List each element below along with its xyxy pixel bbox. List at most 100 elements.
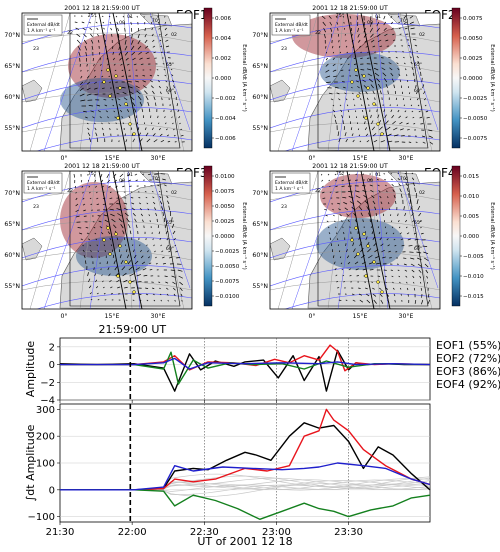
longitude-label: 0° bbox=[308, 154, 315, 162]
magnetic-grid-label: 60° bbox=[414, 88, 422, 94]
colorbar-label: External dB/dt (A km⁻¹ s⁻¹) bbox=[489, 202, 495, 270]
legend-label: External dB/dt bbox=[27, 180, 60, 186]
magnetic-grid-label: 65° bbox=[414, 220, 422, 226]
vector-legend-box bbox=[23, 172, 63, 194]
magnetic-grid-label: 02 bbox=[171, 190, 177, 196]
x-tick-label: 22:00 bbox=[118, 527, 147, 538]
longitude-label: 30°E bbox=[399, 312, 414, 320]
station-marker bbox=[364, 274, 368, 278]
domain-outline bbox=[69, 171, 181, 307]
x-tick-label: 22:30 bbox=[190, 527, 219, 538]
station-marker bbox=[372, 260, 376, 264]
colorbar-tick-label: −0.0075 bbox=[463, 136, 488, 142]
magnetic-latitude-line bbox=[284, 293, 440, 309]
colorbar-tick-label: 0.0025 bbox=[463, 56, 483, 62]
magnetic-grid-label: 01 bbox=[127, 172, 133, 178]
vector-legend-box bbox=[271, 14, 311, 36]
y-tick-label: 200 bbox=[36, 432, 55, 443]
colorbar-tick-label: 0.010 bbox=[463, 194, 479, 200]
station-marker bbox=[106, 68, 110, 72]
station-marker bbox=[114, 74, 118, 78]
magnetic-grid-label: 22 bbox=[315, 188, 321, 194]
legend-entry-4: EOF4 (92%) bbox=[436, 378, 500, 391]
station-marker bbox=[114, 232, 118, 236]
land-mass bbox=[270, 79, 291, 103]
longitude-line bbox=[151, 171, 185, 309]
longitude-line bbox=[371, 171, 381, 309]
magnetic-meridian-line bbox=[127, 13, 141, 151]
positive-region bbox=[60, 182, 128, 258]
magnetic-grid-label: 00 bbox=[367, 178, 373, 184]
latitude-label: 60°N bbox=[4, 93, 20, 101]
y-tick-label: 0 bbox=[49, 485, 55, 496]
magnetic-meridian-line bbox=[149, 13, 191, 131]
colorbar-tick-label: 0.000 bbox=[463, 234, 479, 240]
land-mass bbox=[22, 79, 43, 103]
latitude-label: 70°N bbox=[4, 31, 20, 39]
vector-field bbox=[321, 15, 434, 145]
magnetic-grid-label: 65° bbox=[414, 62, 422, 68]
magnetic-meridian-line bbox=[337, 171, 359, 309]
series-line-eof3 bbox=[60, 489, 431, 520]
station-marker bbox=[362, 74, 366, 78]
colorbar-label: External dB/dt (A km⁻¹ s⁻¹) bbox=[489, 44, 495, 112]
legend-entry-2: EOF2 (72%) bbox=[436, 352, 500, 365]
station-marker bbox=[380, 132, 384, 136]
magnetic-grid-label: 22 bbox=[67, 30, 73, 36]
profile-line bbox=[360, 13, 391, 151]
colorbar-tick-label: 0.0100 bbox=[215, 174, 235, 180]
magnetic-grid-label: 22 bbox=[315, 30, 321, 36]
y-tick-label: 100 bbox=[36, 459, 55, 470]
land-mass bbox=[270, 237, 291, 261]
longitude-label: 30°E bbox=[151, 312, 166, 320]
station-marker bbox=[376, 122, 380, 126]
longitude-label: 15°E bbox=[353, 154, 368, 162]
station-marker bbox=[350, 80, 354, 84]
station-marker bbox=[102, 80, 106, 84]
magnetic-grid-label: 00 bbox=[367, 20, 373, 26]
magnetic-grid-label: 23 bbox=[281, 204, 287, 210]
magnetic-latitude-line bbox=[270, 181, 440, 203]
latitude-label: 55°N bbox=[4, 124, 20, 132]
colorbar-tick-label: 0.002 bbox=[215, 56, 231, 62]
x-tick-label: 21:30 bbox=[46, 527, 75, 538]
map-frame bbox=[269, 170, 441, 310]
latitude-line bbox=[270, 122, 440, 133]
station-marker bbox=[364, 116, 368, 120]
station-marker bbox=[354, 226, 358, 230]
magnetic-latitude-line bbox=[22, 79, 192, 101]
colorbar-tick-label: −0.015 bbox=[463, 294, 484, 300]
y-axis-label: ∫dt Amplitude bbox=[24, 424, 37, 501]
magnetic-grid-label: 01 bbox=[375, 14, 381, 20]
magnetic-grid-label: 60° bbox=[414, 246, 422, 252]
colorbar-tick-label: 0.0025 bbox=[215, 219, 235, 225]
magnetic-grid-label: 60° bbox=[166, 88, 174, 94]
colorbar-tick-label: −0.010 bbox=[463, 274, 484, 280]
magnetic-grid-label: 70° bbox=[400, 176, 408, 182]
colorbar-tick-label: −0.002 bbox=[215, 96, 236, 102]
latitude-label: 55°N bbox=[4, 282, 20, 290]
station-marker bbox=[354, 68, 358, 72]
magnetic-latitude-line bbox=[270, 107, 440, 129]
colorbar-tick-label: −0.0025 bbox=[215, 249, 240, 255]
colorbar-tick-label: −0.0025 bbox=[463, 96, 488, 102]
latitude-line bbox=[22, 62, 192, 73]
magnetic-meridian-line bbox=[89, 13, 111, 151]
map-area bbox=[270, 13, 440, 151]
magnetic-grid-label: 65° bbox=[166, 62, 174, 68]
negative-region bbox=[320, 52, 400, 92]
latitude-label: 65°N bbox=[252, 62, 268, 70]
colorbar bbox=[451, 165, 461, 307]
station-marker bbox=[118, 86, 122, 90]
colorbar-tick-label: 0.0050 bbox=[215, 204, 235, 210]
vector-legend-box bbox=[271, 172, 311, 194]
latitude-label: 55°N bbox=[252, 124, 268, 132]
legend-label: External dB/dt bbox=[275, 22, 308, 28]
magnetic-meridian-line bbox=[291, 13, 341, 151]
colorbar-tick-label: −0.006 bbox=[215, 136, 236, 142]
profile-line bbox=[346, 171, 375, 309]
x-tick-label: 23:30 bbox=[334, 527, 363, 538]
longitude-label: 15°E bbox=[353, 312, 368, 320]
